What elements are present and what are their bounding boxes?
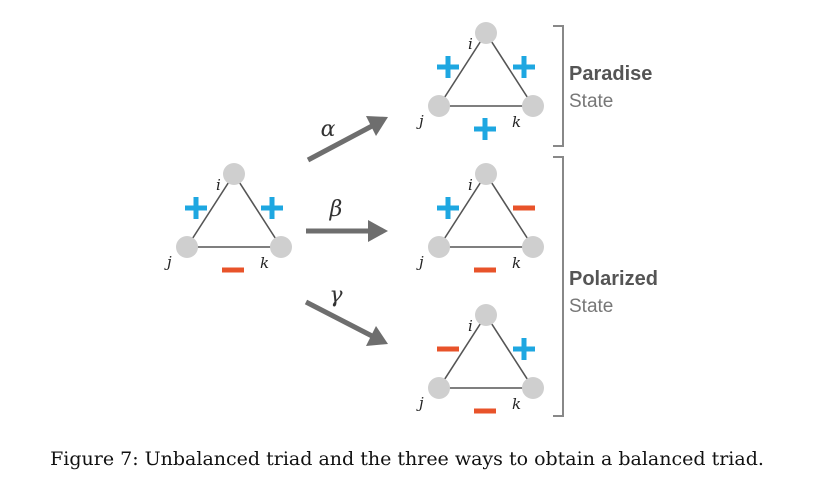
edge-ij — [438, 314, 487, 389]
edge-ik-positive-sign — [513, 56, 535, 78]
node-label-k: k — [512, 113, 521, 131]
node-i — [475, 304, 497, 326]
gamma-arrow — [304, 299, 388, 346]
node-j — [428, 236, 450, 258]
figure-caption: Figure 7: Unbalanced triad and the three… — [50, 448, 764, 470]
edge-jk-sign-bar-v — [482, 118, 488, 140]
node-k — [522, 236, 544, 258]
edge-jk-sign-bar — [474, 408, 496, 414]
node-k — [522, 95, 544, 117]
edge-ij — [438, 173, 487, 248]
edge-jk-sign-bar — [474, 267, 496, 273]
node-label-j: j — [416, 112, 424, 130]
node-label-k: k — [260, 254, 269, 272]
paradise-state-subtitle: State — [569, 91, 613, 112]
edge-jk-negative-sign — [474, 408, 496, 414]
gamma-arrow-head — [366, 326, 388, 346]
edge-ik-sign-bar — [513, 205, 535, 211]
edge-ij-sign-bar-v — [445, 197, 451, 219]
node-label-k: k — [512, 254, 521, 272]
node-label-k: k — [512, 395, 521, 413]
node-k — [522, 377, 544, 399]
edge-ij — [186, 173, 235, 248]
edge-ik — [485, 173, 534, 248]
alpha-arrow — [306, 116, 388, 163]
edge-jk-negative-sign — [222, 267, 244, 273]
edge-ik — [485, 32, 534, 107]
edge-ik-sign-bar-v — [521, 338, 527, 360]
edge-jk-negative-sign — [474, 267, 496, 273]
edge-jk-positive-sign — [474, 118, 496, 140]
edge-ik-positive-sign — [513, 338, 535, 360]
node-label-j: j — [164, 253, 172, 271]
paradise-state-title: Paradise — [569, 63, 652, 85]
node-j — [428, 377, 450, 399]
edge-ij-sign-bar-v — [193, 197, 199, 219]
polarized-state-title: Polarized — [569, 268, 658, 290]
edge-ij-positive-sign — [437, 197, 459, 219]
beta-arrow — [306, 220, 388, 242]
node-j — [176, 236, 198, 258]
node-j — [428, 95, 450, 117]
edge-ik-sign-bar-v — [269, 197, 275, 219]
edge-ik — [233, 173, 282, 248]
edge-ij-positive-sign — [437, 56, 459, 78]
alpha-arrow-shaft — [306, 123, 374, 163]
polarized-bracket-line — [553, 156, 564, 417]
node-label-i: i — [468, 317, 473, 335]
edge-ij-negative-sign — [437, 346, 459, 352]
transition-arrows: α β γ — [304, 116, 388, 346]
edge-ij — [438, 32, 487, 107]
gamma-label: γ — [329, 283, 343, 308]
node-label-j: j — [416, 253, 424, 271]
node-i — [223, 163, 245, 185]
node-i — [475, 22, 497, 44]
alpha-result-triad: i j k — [416, 22, 544, 140]
edge-jk-sign-bar — [222, 267, 244, 273]
node-k — [270, 236, 292, 258]
node-label-i: i — [468, 35, 473, 53]
node-i — [475, 163, 497, 185]
edge-ik-positive-sign — [261, 197, 283, 219]
edge-ij-sign-bar — [437, 346, 459, 352]
beta-label: β — [329, 197, 343, 222]
edge-ik-negative-sign — [513, 205, 535, 211]
edge-ik — [485, 314, 534, 389]
beta-arrow-head — [368, 220, 388, 242]
alpha-arrow-head — [366, 116, 388, 136]
beta-result-triad: i j k — [416, 163, 544, 273]
edge-ij-sign-bar-v — [445, 56, 451, 78]
polarized-bracket — [553, 156, 564, 417]
node-label-i: i — [468, 176, 473, 194]
paradise-bracket-line — [553, 25, 564, 147]
gamma-arrow-shaft — [304, 299, 374, 339]
polarized-state-subtitle: State — [569, 296, 613, 317]
alpha-label: α — [321, 117, 336, 142]
edge-ik-sign-bar-v — [521, 56, 527, 78]
node-label-j: j — [416, 394, 424, 412]
edge-ij-positive-sign — [185, 197, 207, 219]
unbalanced-triad: i j k — [164, 163, 292, 273]
node-label-i: i — [216, 176, 221, 194]
paradise-bracket — [553, 25, 564, 147]
gamma-result-triad: i j k — [416, 304, 544, 414]
